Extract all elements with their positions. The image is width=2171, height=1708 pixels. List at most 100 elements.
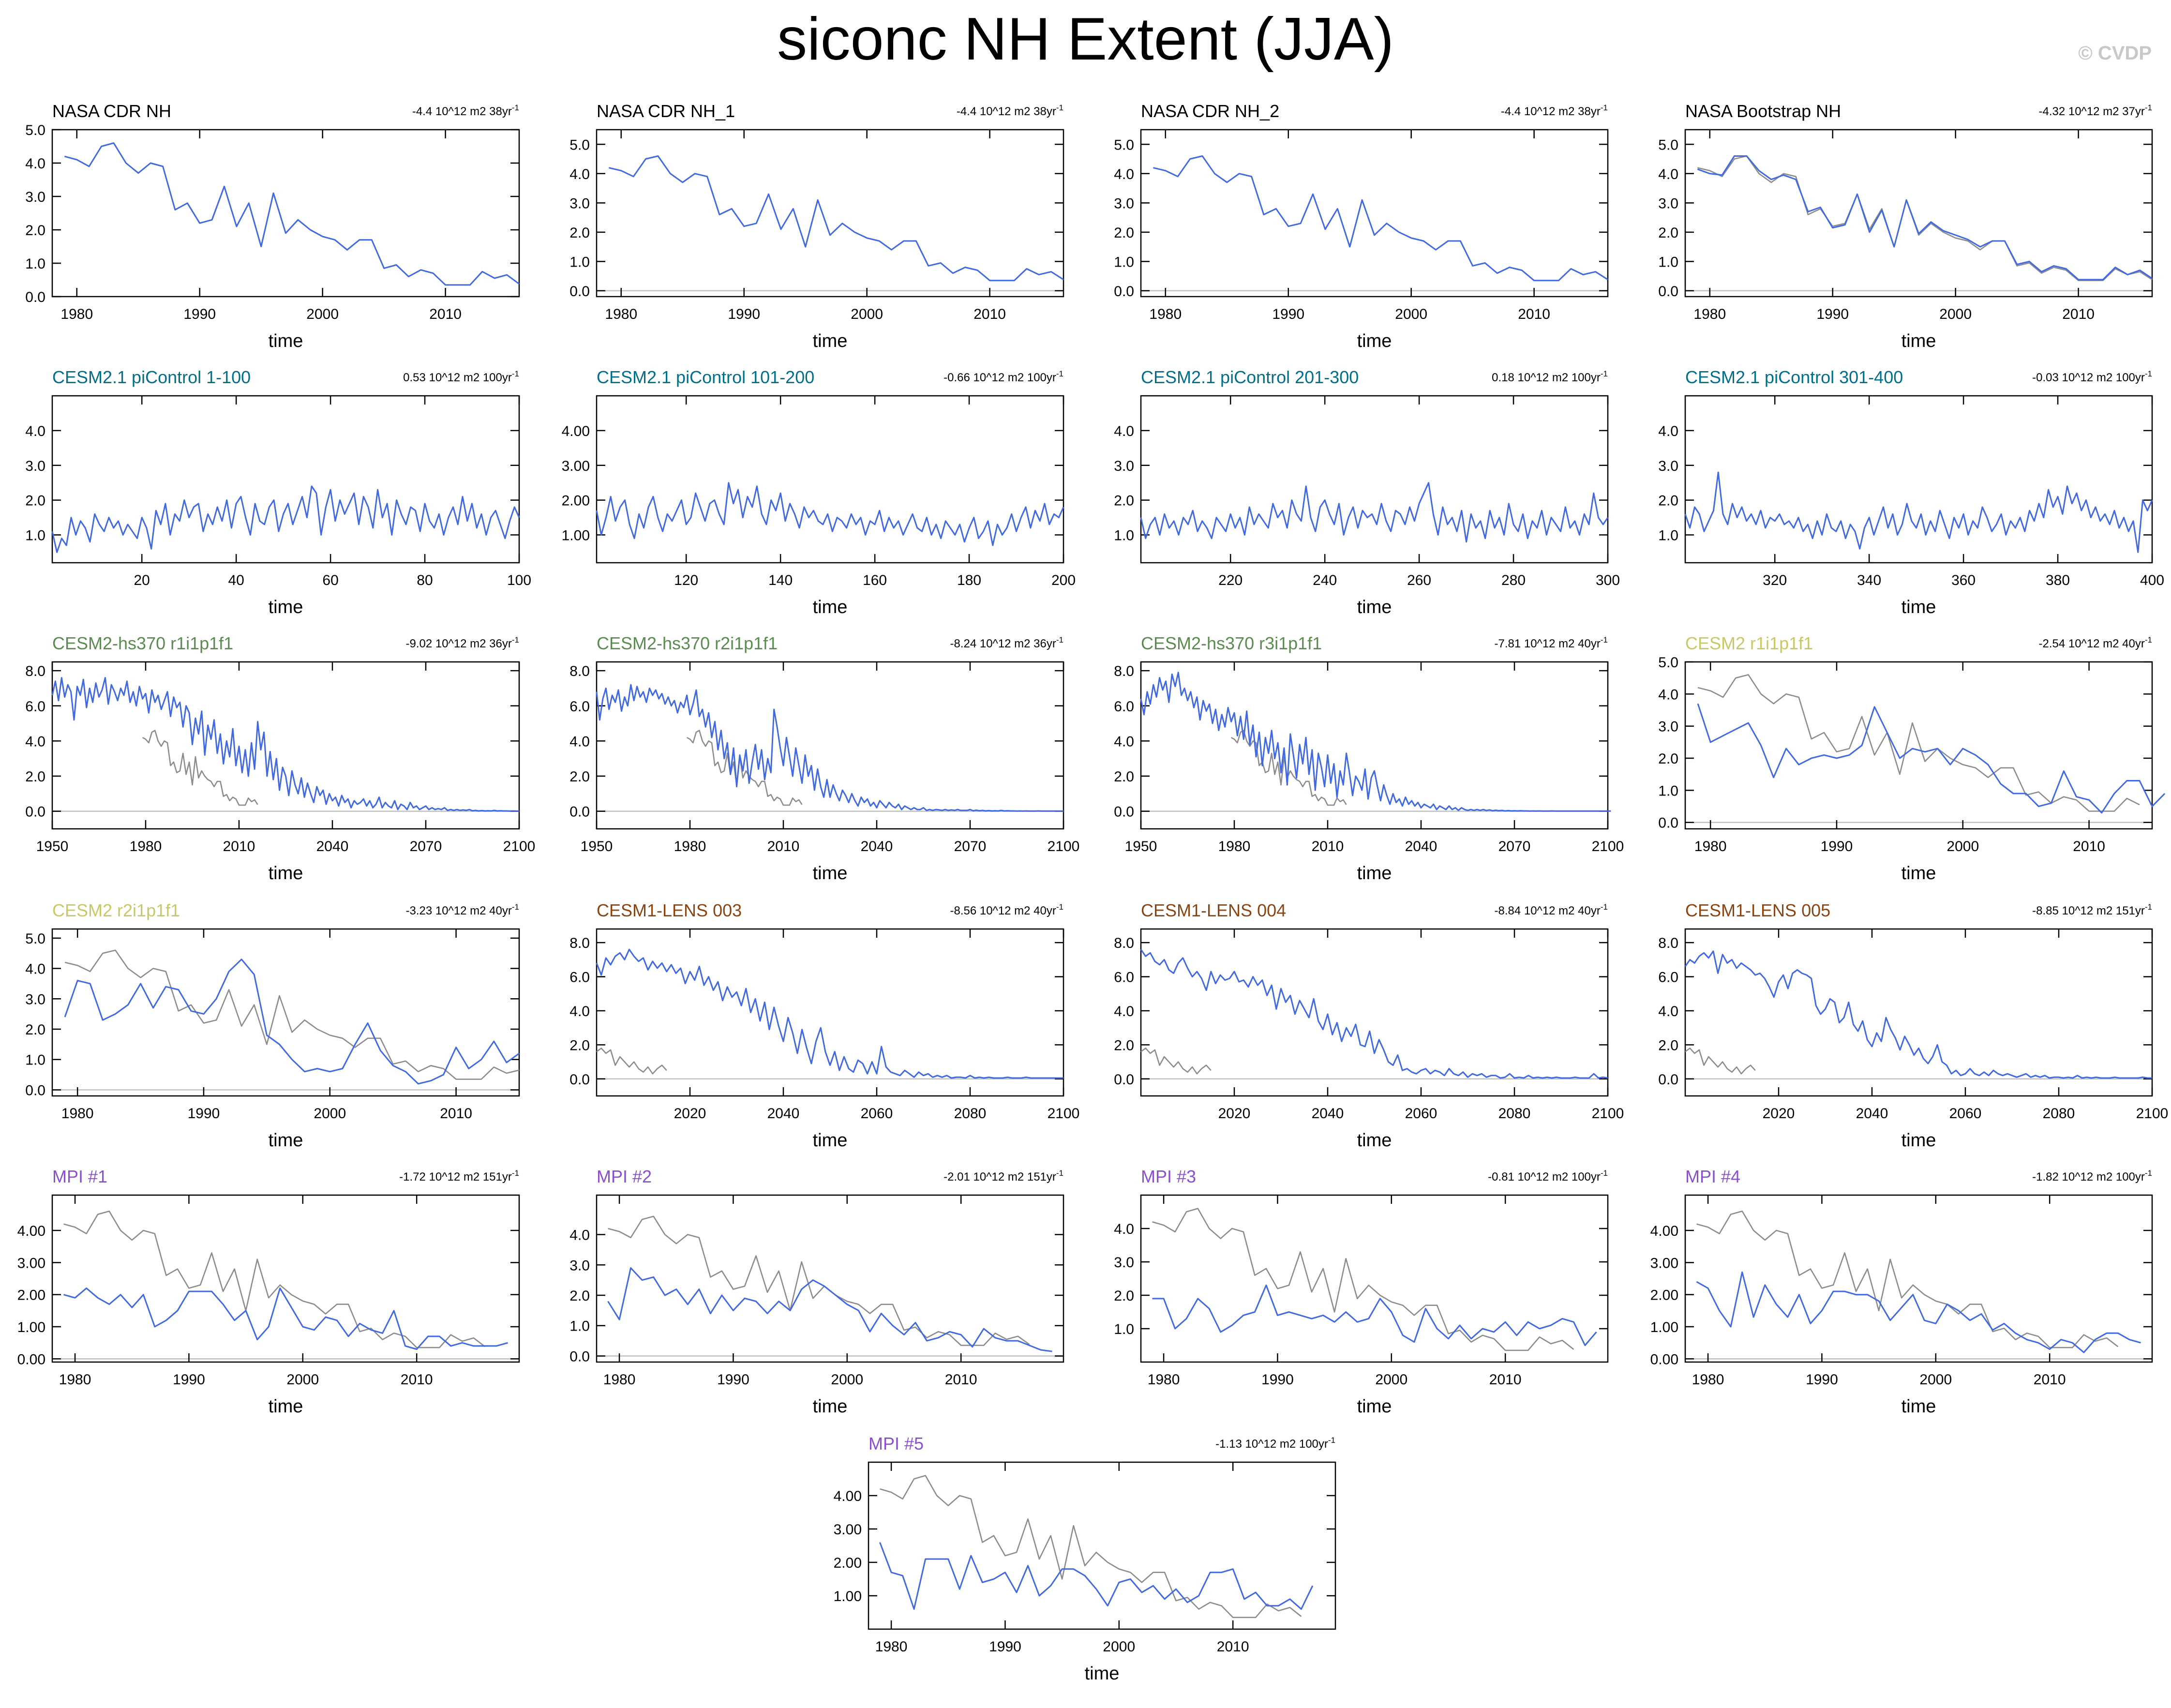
y-tick-label: 1.0 xyxy=(1658,528,1678,544)
y-tick-label: 0.0 xyxy=(25,289,45,305)
x-axis-label: time xyxy=(1085,1663,1120,1684)
y-tick-label: 4.0 xyxy=(1114,166,1134,182)
y-tick-label: 3.00 xyxy=(562,458,590,474)
series-line-1 xyxy=(1140,1048,1212,1075)
x-tick-label: 2100 xyxy=(503,839,536,854)
x-tick-label: 200 xyxy=(1051,572,1076,588)
x-tick-label: 2000 xyxy=(306,306,339,322)
series-line-2 xyxy=(1140,672,1611,812)
x-axis-label: time xyxy=(1901,597,1936,617)
trend-value: -1.72 10^12 m2 151yr xyxy=(399,1170,512,1184)
series-line-2 xyxy=(1152,1284,1597,1346)
x-tick-label: 2040 xyxy=(1856,1106,1888,1122)
series-line-1 xyxy=(1696,1210,2119,1348)
x-axis-label: time xyxy=(1901,863,1936,884)
trend-exponent: -1 xyxy=(512,369,519,378)
y-tick-label: 2.0 xyxy=(1114,1037,1134,1053)
trend-exponent: -1 xyxy=(2145,103,2152,112)
trend-value: -0.81 10^12 m2 100yr xyxy=(1488,1170,1601,1184)
trend-exponent: -1 xyxy=(1601,103,1608,112)
y-tick-label: 2.0 xyxy=(569,1288,590,1304)
x-tick-label: 20 xyxy=(134,572,150,588)
x-tick-label: 1980 xyxy=(1693,306,1726,322)
x-axis-label: time xyxy=(1901,1396,1936,1417)
plot-frame xyxy=(1140,129,1609,298)
x-axis-label: time xyxy=(813,863,848,884)
plot-frame xyxy=(1684,395,2153,564)
cvdp-watermark: © CVDP xyxy=(2078,43,2152,64)
panel-title: CESM2-hs370 r3i1p1f1 xyxy=(1141,633,1322,653)
trend-label: -3.23 10^12 m2 40yr-1 xyxy=(405,902,519,917)
x-axis-label: time xyxy=(269,331,303,351)
plot-frame xyxy=(1684,129,2153,298)
y-tick-label: 2.0 xyxy=(1658,225,1678,241)
y-tick-label: 4.00 xyxy=(17,1223,45,1239)
x-axis-label: time xyxy=(1357,331,1392,351)
x-tick-label: 2000 xyxy=(1946,839,1979,854)
x-tick-label: 2010 xyxy=(1489,1372,1522,1388)
trend-value: -1.82 10^12 m2 100yr xyxy=(2032,1170,2145,1184)
trend-exponent: -1 xyxy=(2145,902,2152,912)
figure-title: siconc NH Extent (JJA) xyxy=(777,6,1394,73)
y-tick-label: 1.00 xyxy=(1650,1319,1678,1335)
y-tick-label: 2.0 xyxy=(25,223,45,239)
y-tick-label: 2.00 xyxy=(834,1555,862,1571)
panel-title: MPI #1 xyxy=(52,1167,107,1186)
y-tick-label: 6.0 xyxy=(1114,699,1134,715)
plot-frame xyxy=(1140,1194,1609,1363)
x-tick-label: 2010 xyxy=(1518,306,1550,322)
y-tick-label: 4.0 xyxy=(569,1228,590,1244)
y-tick-label: 4.0 xyxy=(569,734,590,749)
panel-21: 1.00 2.00 3.00 4.00 1980 1990 2000 2010 MPI #5 -1… xyxy=(834,1434,1336,1684)
y-tick-label: 4.0 xyxy=(1658,687,1678,703)
y-tick-label: 4.0 xyxy=(1658,1004,1678,1019)
y-tick-label: 2.0 xyxy=(569,769,590,785)
trend-exponent: -1 xyxy=(512,902,519,912)
panel-4: 0.0 1.0 2.0 3.0 4.0 5.0 1980 1990 2000 2010 NASA B… xyxy=(1658,101,2153,351)
y-tick-label: 5.0 xyxy=(569,137,590,153)
y-tick-label: 0.0 xyxy=(1114,804,1134,820)
y-tick-label: 1.00 xyxy=(562,528,590,544)
y-tick-label: 0.0 xyxy=(569,1348,590,1364)
y-tick-label: 4.0 xyxy=(25,156,45,172)
x-tick-label: 1980 xyxy=(875,1639,908,1655)
panel-3: 0.0 1.0 2.0 3.0 4.0 5.0 1980 1990 2000 2010 NASA C… xyxy=(1114,101,1609,351)
trend-label: -1.72 10^12 m2 151yr-1 xyxy=(399,1169,519,1184)
trend-value: -3.23 10^12 m2 40yr xyxy=(405,904,511,917)
x-tick-label: 2010 xyxy=(945,1372,977,1388)
y-tick-label: 2.0 xyxy=(1658,493,1678,509)
x-tick-label: 2070 xyxy=(1498,839,1531,854)
panel-16: 0.0 2.0 4.0 6.0 8.0 2020 2040 2060 2080 2100 CESM1… xyxy=(1658,900,2168,1151)
x-tick-label: 2000 xyxy=(831,1372,863,1388)
x-tick-label: 2010 xyxy=(2062,306,2095,322)
x-tick-label: 340 xyxy=(1857,572,1881,588)
panel-18: 0.0 1.0 2.0 3.0 4.0 1980 1990 2000 2010 MPI #2 -2.… xyxy=(569,1167,1064,1417)
trend-exponent: -1 xyxy=(1601,369,1608,378)
y-tick-label: 0.0 xyxy=(1114,284,1134,300)
panel-1: 0.0 1.0 2.0 3.0 4.0 5.0 1980 1990 2000 2010 NASA C… xyxy=(25,101,520,351)
panel-title: CESM2 r2i1p1f1 xyxy=(52,900,180,920)
y-tick-label: 3.0 xyxy=(569,195,590,211)
y-tick-label: 2.0 xyxy=(25,493,45,509)
x-tick-label: 1980 xyxy=(61,1106,94,1122)
y-tick-label: 5.0 xyxy=(1658,655,1678,671)
panel-title: CESM2-hs370 r1i1p1f1 xyxy=(52,633,233,653)
x-tick-label: 2040 xyxy=(1312,1106,1344,1122)
trend-value: 0.53 10^12 m2 100yr xyxy=(403,371,512,384)
y-tick-label: 8.0 xyxy=(1658,935,1678,951)
series-line-2 xyxy=(596,948,1063,1079)
panel-title: NASA CDR NH xyxy=(52,101,171,121)
x-tick-label: 2040 xyxy=(1405,839,1437,854)
y-tick-label: 4.00 xyxy=(834,1488,862,1504)
x-tick-label: 100 xyxy=(507,572,531,588)
x-tick-label: 2000 xyxy=(1919,1372,1952,1388)
trend-exponent: -1 xyxy=(1601,1169,1608,1178)
x-axis-label: time xyxy=(1357,1130,1392,1151)
x-tick-label: 400 xyxy=(2140,572,2164,588)
series-line-1 xyxy=(64,142,520,286)
panel-title: NASA CDR NH_2 xyxy=(1141,101,1279,121)
panel-title: NASA CDR NH_1 xyxy=(597,101,735,121)
trend-label: -7.81 10^12 m2 40yr-1 xyxy=(1494,635,1608,650)
x-tick-label: 1990 xyxy=(1261,1372,1294,1388)
trend-label: -1.82 10^12 m2 100yr-1 xyxy=(2032,1169,2152,1184)
